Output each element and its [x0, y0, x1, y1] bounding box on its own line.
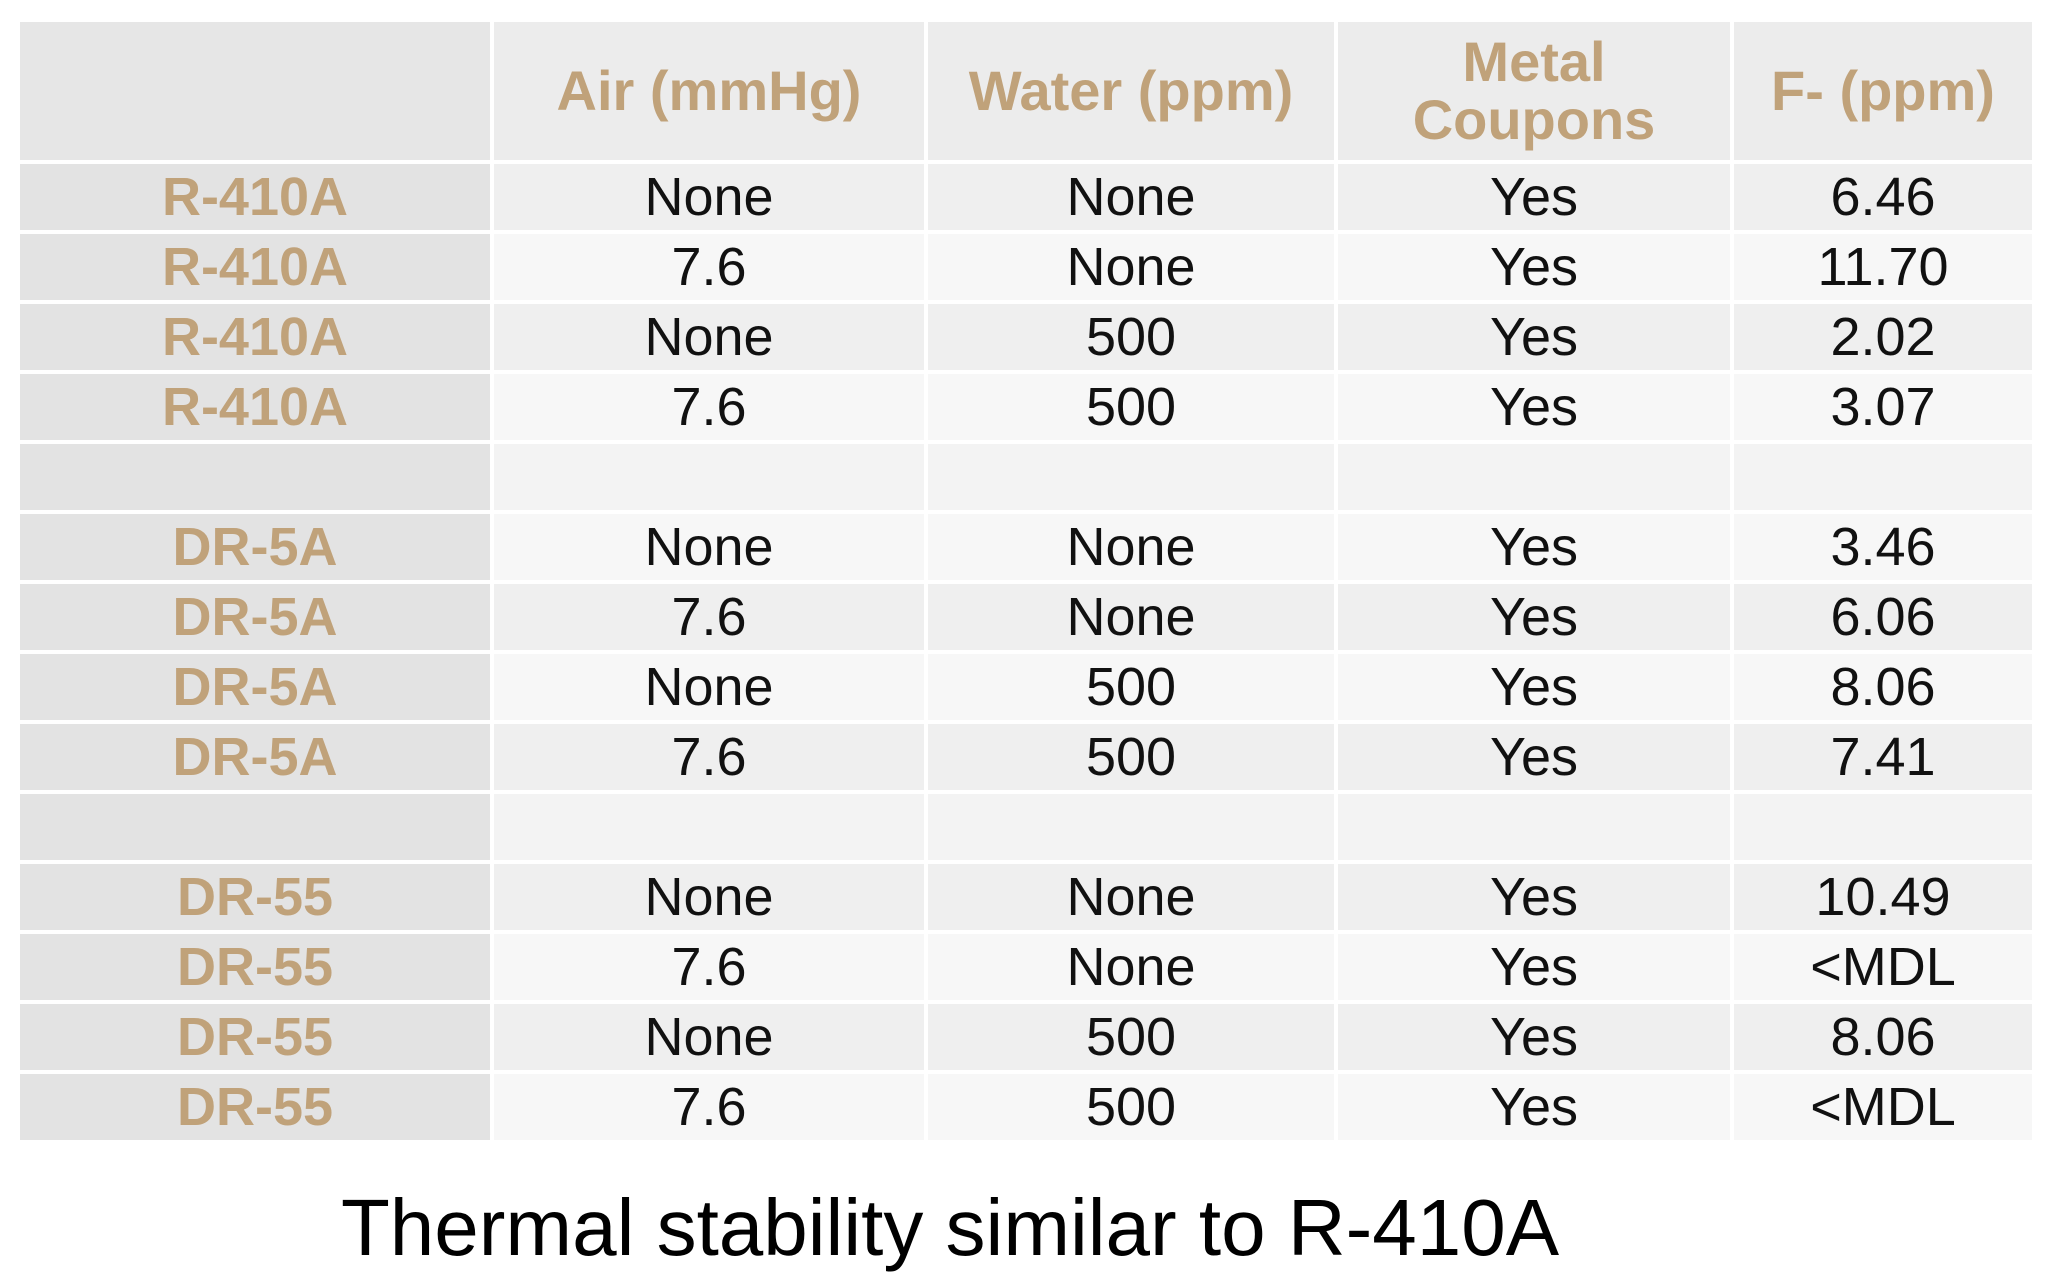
cell-refrigerant: R-410A — [20, 304, 490, 370]
cell-metal-coupons — [1338, 444, 1730, 510]
table-row: R-410A None None Yes 6.46 — [20, 164, 2032, 230]
cell-refrigerant: DR-55 — [20, 1074, 490, 1140]
table-row: R-410A None 500 Yes 2.02 — [20, 304, 2032, 370]
results-table: Air (mmHg) Water (ppm) Metal Coupons F- … — [16, 18, 2036, 1144]
cell-water: None — [928, 234, 1334, 300]
cell-water: 500 — [928, 724, 1334, 790]
cell-water: None — [928, 864, 1334, 930]
cell-fluoride: <MDL — [1734, 1074, 2032, 1140]
cell-air: None — [494, 864, 924, 930]
cell-refrigerant: R-410A — [20, 234, 490, 300]
cell-water: 500 — [928, 1074, 1334, 1140]
cell-water — [928, 444, 1334, 510]
header-corner — [20, 22, 490, 160]
cell-refrigerant: DR-55 — [20, 864, 490, 930]
cell-metal-coupons: Yes — [1338, 514, 1730, 580]
cell-refrigerant: DR-55 — [20, 934, 490, 1000]
spacer-row — [20, 794, 2032, 860]
table-row: DR-5A None 500 Yes 8.06 — [20, 654, 2032, 720]
cell-fluoride — [1734, 794, 2032, 860]
cell-water: None — [928, 584, 1334, 650]
header-metal-coupons: Metal Coupons — [1338, 22, 1730, 160]
cell-metal-coupons: Yes — [1338, 234, 1730, 300]
cell-metal-coupons: Yes — [1338, 584, 1730, 650]
cell-fluoride — [1734, 444, 2032, 510]
cell-air: None — [494, 164, 924, 230]
cell-refrigerant: R-410A — [20, 374, 490, 440]
cell-refrigerant — [20, 794, 490, 860]
cell-air: 7.6 — [494, 584, 924, 650]
table-body: R-410A None None Yes 6.46 R-410A 7.6 None Yes 11.… — [20, 164, 2032, 1140]
table-row: R-410A 7.6 500 Yes 3.07 — [20, 374, 2032, 440]
cell-air: 7.6 — [494, 374, 924, 440]
table-row: DR-5A 7.6 500 Yes 7.41 — [20, 724, 2032, 790]
cell-air: None — [494, 304, 924, 370]
cell-water: 500 — [928, 304, 1334, 370]
spacer-row — [20, 444, 2032, 510]
cell-metal-coupons: Yes — [1338, 864, 1730, 930]
cell-metal-coupons: Yes — [1338, 1004, 1730, 1070]
cell-fluoride: 3.07 — [1734, 374, 2032, 440]
cell-metal-coupons: Yes — [1338, 654, 1730, 720]
cell-air — [494, 794, 924, 860]
cell-water: None — [928, 164, 1334, 230]
cell-water: 500 — [928, 654, 1334, 720]
caption: Thermal stability similar to R-410A — [340, 1183, 1560, 1272]
cell-fluoride: <MDL — [1734, 934, 2032, 1000]
cell-air — [494, 444, 924, 510]
cell-water — [928, 794, 1334, 860]
cell-refrigerant: DR-5A — [20, 654, 490, 720]
cell-water: 500 — [928, 374, 1334, 440]
cell-metal-coupons: Yes — [1338, 934, 1730, 1000]
cell-fluoride: 7.41 — [1734, 724, 2032, 790]
cell-fluoride: 8.06 — [1734, 1004, 2032, 1070]
table-row: DR-5A None None Yes 3.46 — [20, 514, 2032, 580]
cell-air: 7.6 — [494, 934, 924, 1000]
cell-refrigerant: DR-5A — [20, 724, 490, 790]
cell-fluoride: 3.46 — [1734, 514, 2032, 580]
cell-air: 7.6 — [494, 234, 924, 300]
cell-water: None — [928, 934, 1334, 1000]
cell-metal-coupons: Yes — [1338, 304, 1730, 370]
cell-air: None — [494, 654, 924, 720]
cell-air: 7.6 — [494, 724, 924, 790]
cell-refrigerant: DR-55 — [20, 1004, 490, 1070]
table-row: DR-55 7.6 500 Yes <MDL — [20, 1074, 2032, 1140]
cell-fluoride: 6.46 — [1734, 164, 2032, 230]
cell-metal-coupons: Yes — [1338, 164, 1730, 230]
cell-fluoride: 2.02 — [1734, 304, 2032, 370]
cell-water: None — [928, 514, 1334, 580]
table-row: DR-5A 7.6 None Yes 6.06 — [20, 584, 2032, 650]
cell-refrigerant: DR-5A — [20, 584, 490, 650]
header-row: Air (mmHg) Water (ppm) Metal Coupons F- … — [20, 22, 2032, 160]
header-air: Air (mmHg) — [494, 22, 924, 160]
cell-fluoride: 10.49 — [1734, 864, 2032, 930]
cell-air: None — [494, 1004, 924, 1070]
cell-refrigerant: R-410A — [20, 164, 490, 230]
table-row: DR-55 7.6 None Yes <MDL — [20, 934, 2032, 1000]
cell-air: 7.6 — [494, 1074, 924, 1140]
cell-fluoride: 6.06 — [1734, 584, 2032, 650]
table-row: DR-55 None None Yes 10.49 — [20, 864, 2032, 930]
table-row: DR-55 None 500 Yes 8.06 — [20, 1004, 2032, 1070]
cell-metal-coupons: Yes — [1338, 724, 1730, 790]
cell-metal-coupons: Yes — [1338, 374, 1730, 440]
cell-refrigerant — [20, 444, 490, 510]
cell-water: 500 — [928, 1004, 1334, 1070]
cell-fluoride: 11.70 — [1734, 234, 2032, 300]
table-row: R-410A 7.6 None Yes 11.70 — [20, 234, 2032, 300]
cell-metal-coupons — [1338, 794, 1730, 860]
header-fluoride: F- (ppm) — [1734, 22, 2032, 160]
cell-fluoride: 8.06 — [1734, 654, 2032, 720]
cell-metal-coupons: Yes — [1338, 1074, 1730, 1140]
cell-refrigerant: DR-5A — [20, 514, 490, 580]
header-water: Water (ppm) — [928, 22, 1334, 160]
cell-air: None — [494, 514, 924, 580]
